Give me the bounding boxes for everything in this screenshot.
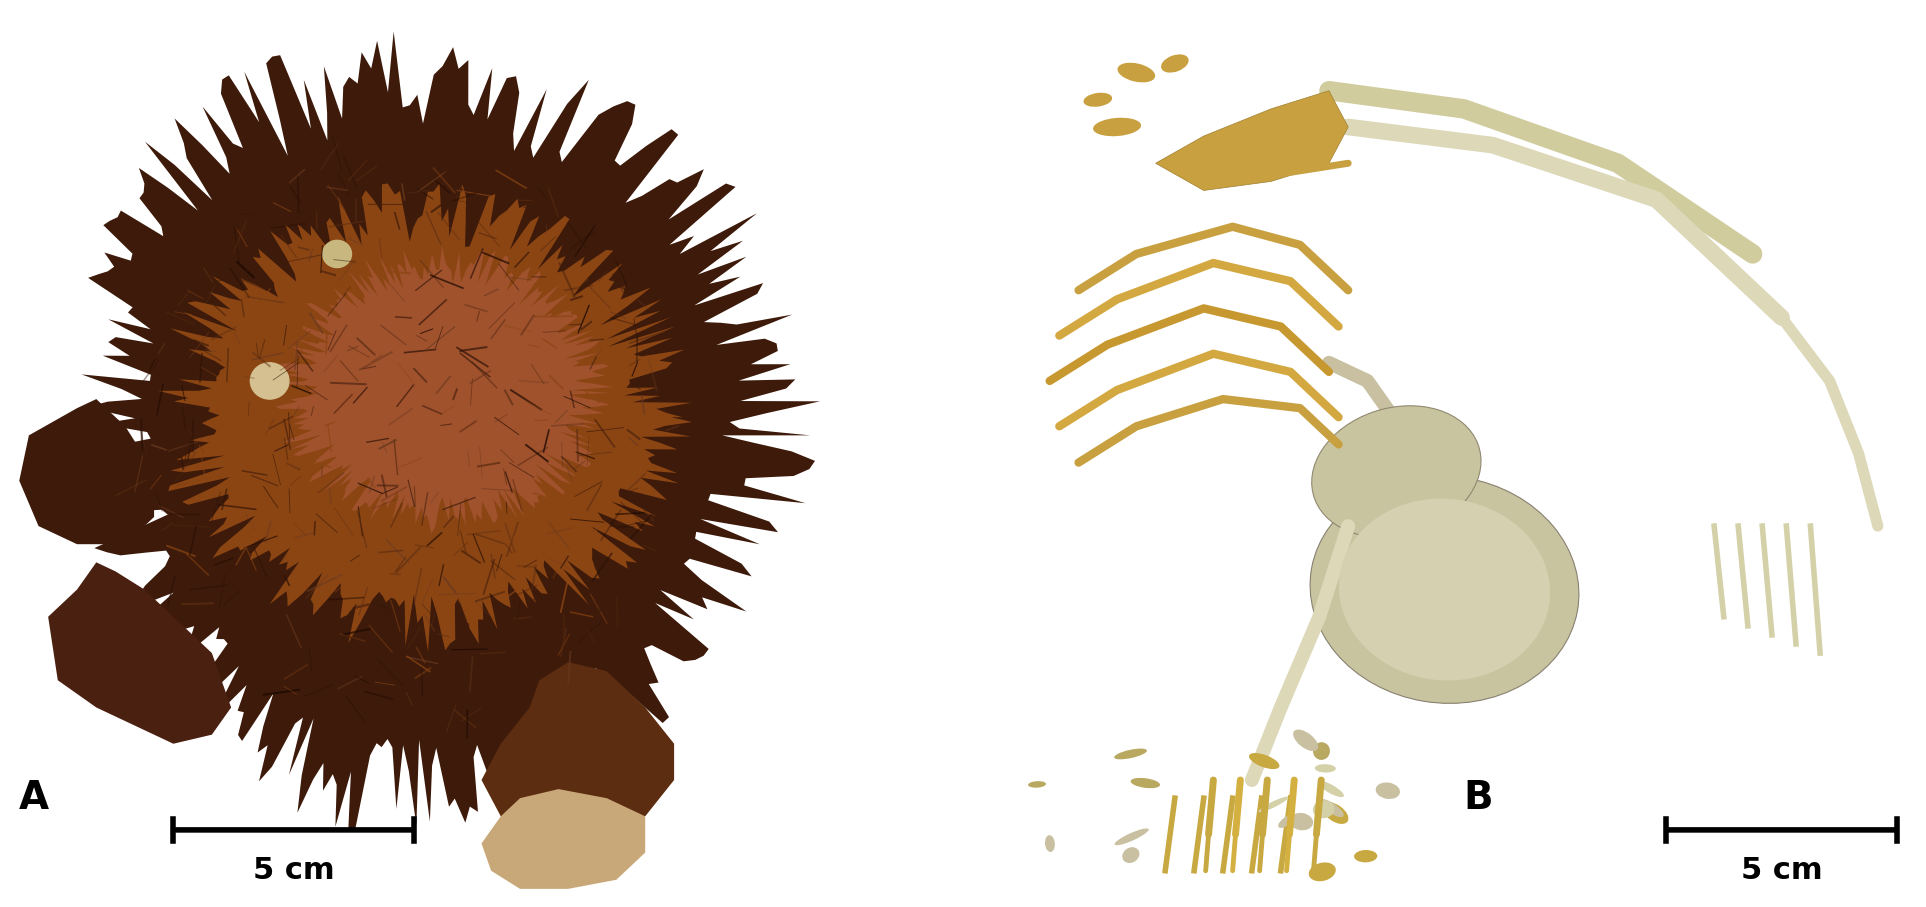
Ellipse shape [1248,753,1279,769]
Ellipse shape [1288,813,1314,830]
Ellipse shape [1375,783,1400,799]
Ellipse shape [1161,54,1188,73]
Ellipse shape [1292,729,1317,751]
Ellipse shape [1113,748,1146,759]
Polygon shape [275,247,612,534]
Polygon shape [48,562,231,744]
Ellipse shape [1115,828,1148,845]
Ellipse shape [1319,799,1344,817]
Text: A: A [19,779,50,817]
Ellipse shape [1315,765,1337,773]
Polygon shape [482,789,645,889]
Ellipse shape [1317,781,1344,797]
Polygon shape [1156,91,1348,190]
Ellipse shape [1046,835,1055,852]
Ellipse shape [1131,778,1159,788]
Polygon shape [77,32,820,832]
Ellipse shape [1339,499,1550,680]
Ellipse shape [1310,476,1579,703]
Ellipse shape [1028,781,1046,787]
Ellipse shape [1314,742,1331,760]
Ellipse shape [1354,850,1377,863]
Ellipse shape [1323,802,1348,824]
Ellipse shape [1279,815,1294,828]
Ellipse shape [1094,118,1140,136]
Ellipse shape [1084,93,1111,107]
Text: 5 cm: 5 cm [252,856,335,885]
Text: B: B [1464,779,1493,817]
Circle shape [250,363,289,399]
Polygon shape [482,662,674,834]
Polygon shape [158,183,691,652]
Text: 5 cm: 5 cm [1741,856,1822,885]
Ellipse shape [1117,63,1156,83]
Ellipse shape [1312,405,1481,538]
Ellipse shape [1314,800,1335,818]
Circle shape [324,240,351,268]
Ellipse shape [1123,847,1140,863]
Ellipse shape [1310,863,1337,882]
Ellipse shape [1258,796,1288,813]
Polygon shape [19,399,154,544]
